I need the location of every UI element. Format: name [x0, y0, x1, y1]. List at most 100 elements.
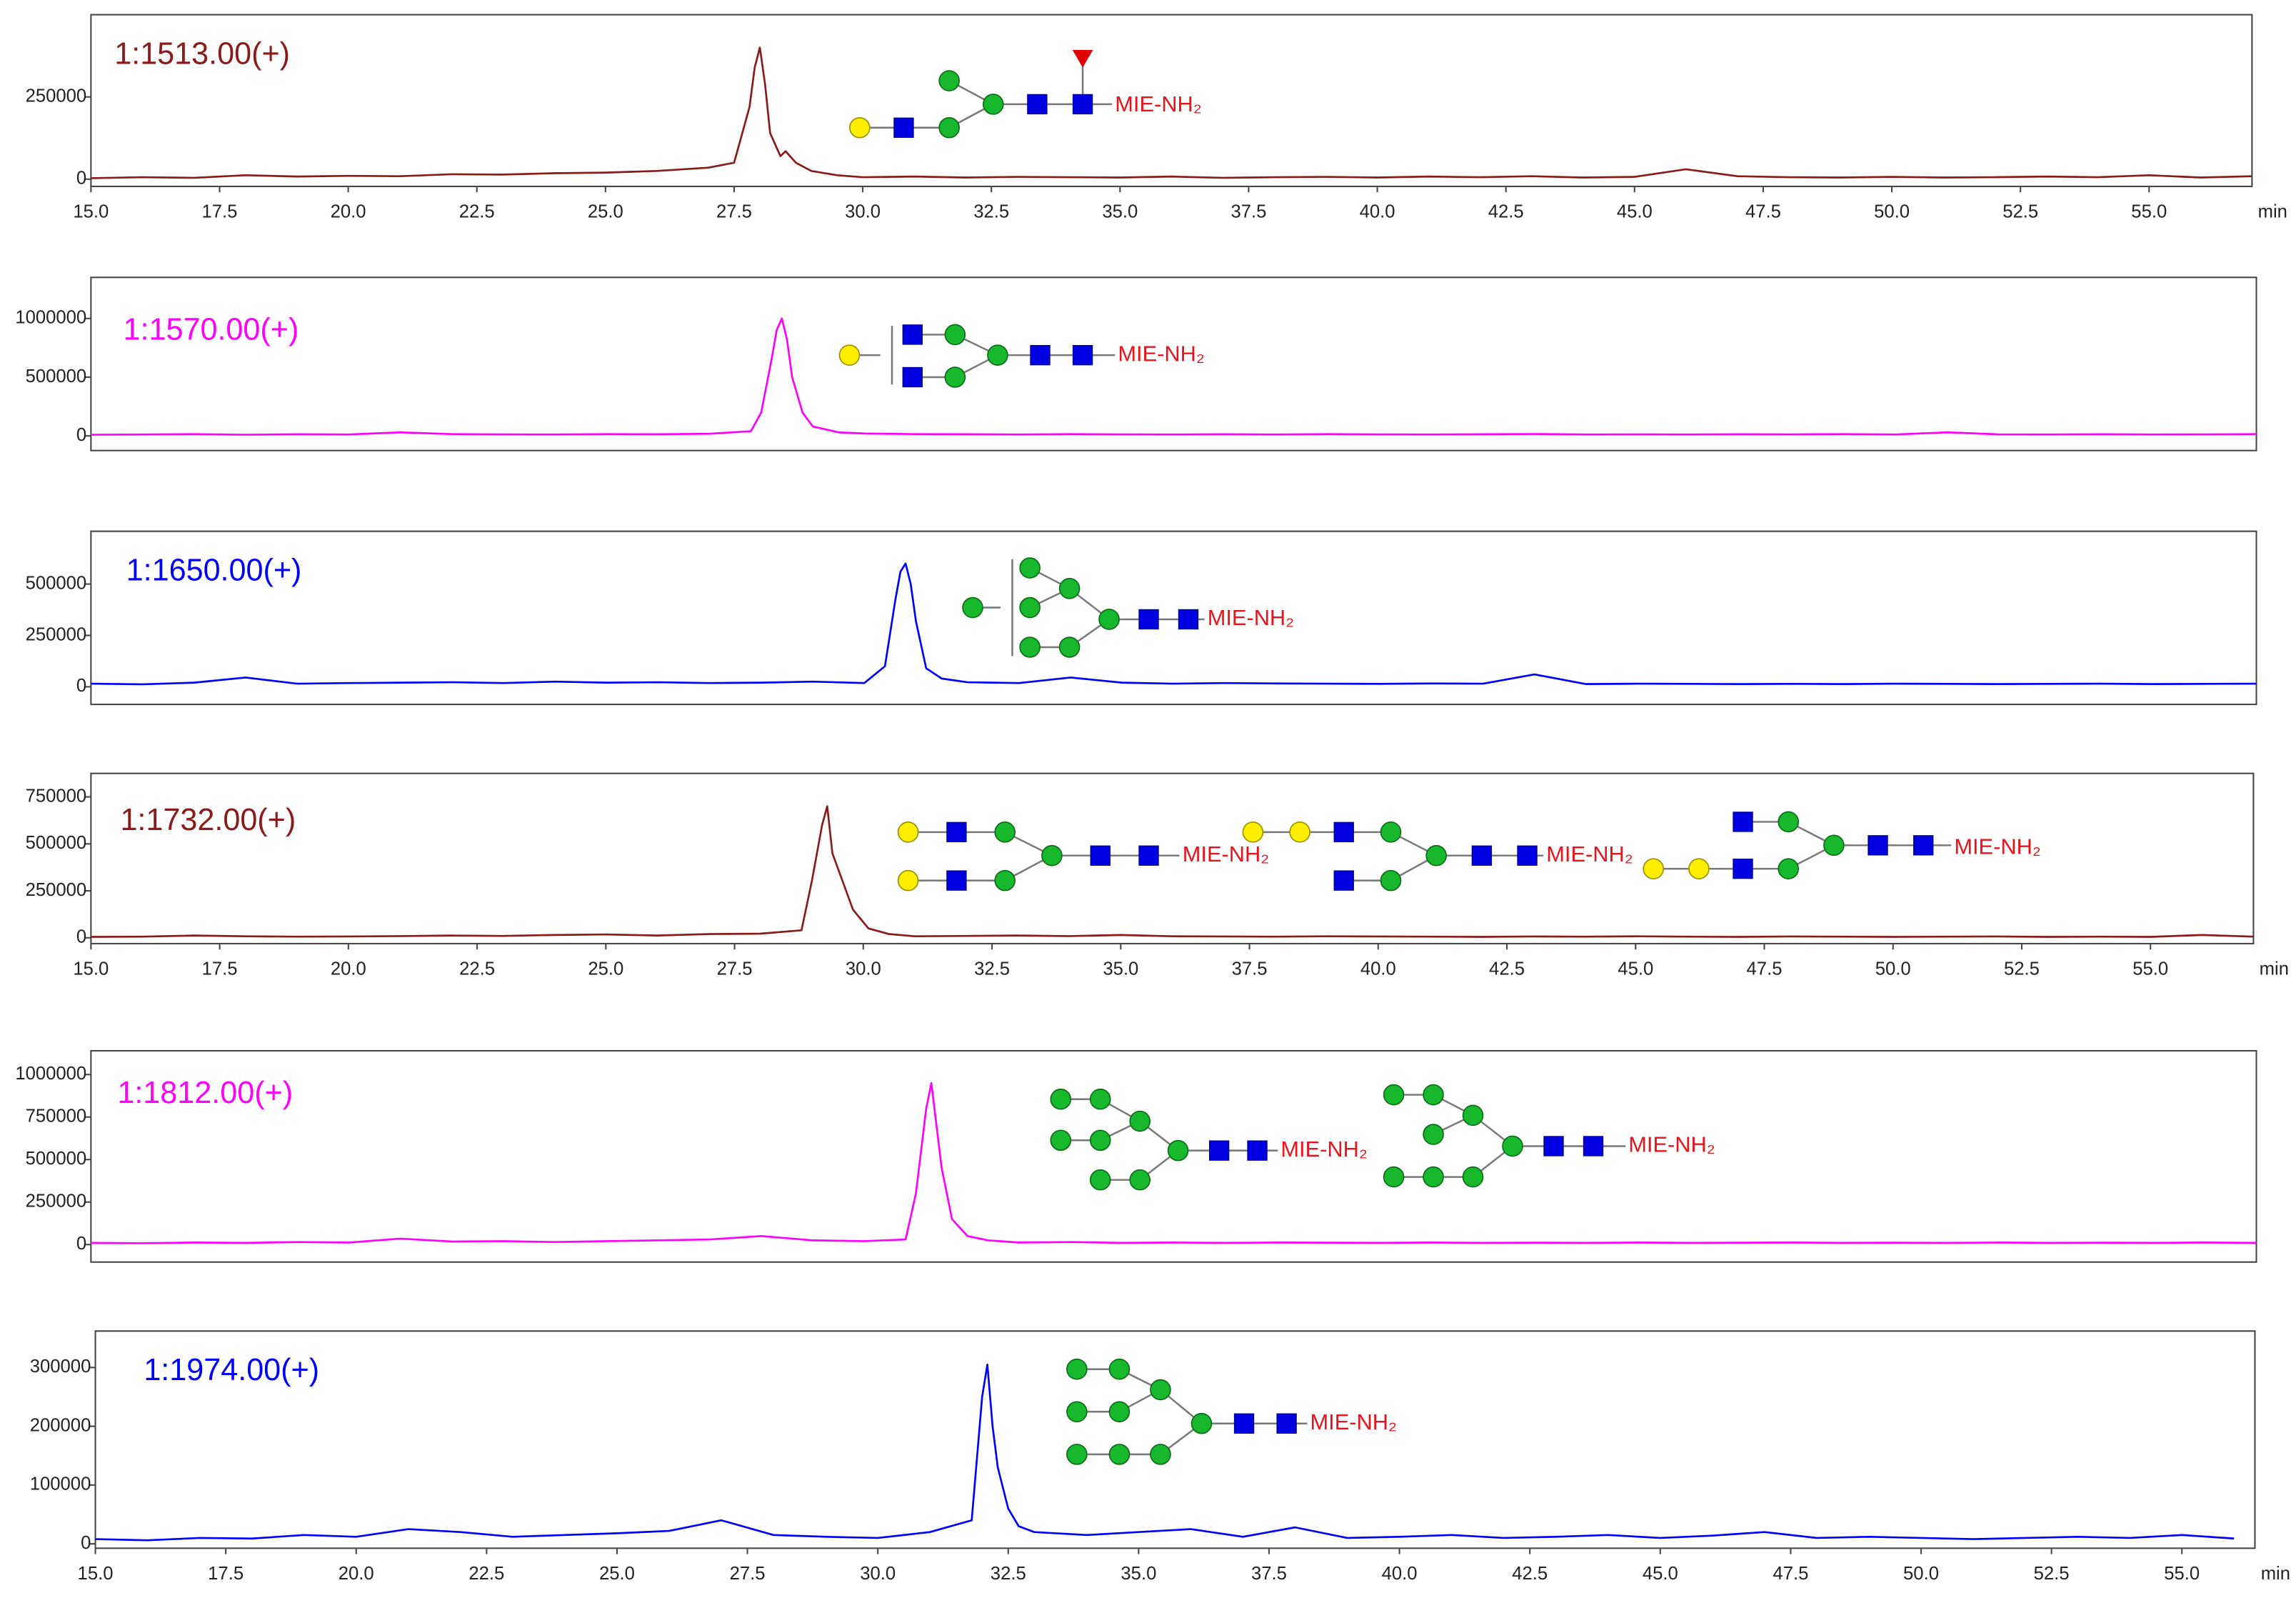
- x-tick-label: 40.0: [1360, 202, 1395, 222]
- x-tick-label: 50.0: [1903, 1564, 1939, 1584]
- x-tick-label: 20.0: [331, 959, 366, 979]
- plot-frame: [90, 530, 2257, 706]
- mannose-circle: [938, 116, 960, 139]
- chart-title: 1:1570.00(+): [124, 313, 299, 347]
- x-tick-label: 30.0: [846, 959, 881, 979]
- glycan-structure: MIE-NH₂: [849, 49, 1202, 139]
- galactose-circle: [897, 822, 919, 843]
- mannose-circle: [1383, 1166, 1405, 1188]
- glcnac-square: [1333, 870, 1354, 891]
- galactose-circle: [849, 116, 871, 139]
- chromatogram-line: [91, 1082, 2257, 1244]
- galactose-circle: [1643, 858, 1665, 879]
- x-tick-label: 50.0: [1875, 959, 1911, 979]
- mannose-circle: [944, 324, 966, 346]
- chart-title: 1:1513.00(+): [114, 36, 290, 71]
- mannose-circle: [938, 70, 960, 91]
- mannose-circle: [1108, 1444, 1131, 1465]
- glcnac-square: [1138, 609, 1159, 630]
- x-tick-label: 37.5: [1251, 1564, 1287, 1584]
- mannose-circle: [1462, 1104, 1484, 1127]
- mannose-circle: [944, 366, 966, 388]
- mannose-circle: [1089, 1088, 1111, 1110]
- x-tick-label: 15.0: [78, 1564, 114, 1584]
- glcnac-square: [1090, 845, 1111, 866]
- glycan-structure: MIE-NH₂: [838, 324, 1205, 388]
- x-tick-label: 47.5: [1745, 202, 1781, 222]
- glycan-structure: MIE-NH₂: [1050, 1088, 1368, 1191]
- mannose-circle: [1462, 1166, 1484, 1188]
- x-tick-label: 27.5: [717, 959, 753, 979]
- mannose-circle: [1019, 557, 1041, 579]
- x-tick-label: 22.5: [459, 959, 495, 979]
- glcnac-square: [1072, 94, 1093, 115]
- mannose-circle: [1129, 1169, 1150, 1191]
- mannose-circle: [982, 94, 1004, 115]
- x-tick-label: 47.5: [1747, 959, 1783, 979]
- glcnac-square: [946, 822, 967, 843]
- mannose-circle: [1423, 1166, 1444, 1188]
- x-tick-label: 45.0: [1643, 1564, 1678, 1584]
- x-tick-label: 55.0: [2164, 1564, 2200, 1584]
- glcnac-square: [1027, 94, 1048, 115]
- annotation: MIE-NH₂: [1118, 341, 1204, 366]
- glcnac-square: [1733, 859, 1753, 879]
- y-tick-label: 250000: [26, 1192, 87, 1212]
- x-axis-label: min: [2258, 202, 2287, 222]
- glycan-structure: MIE-NH₂: [897, 822, 1269, 892]
- x-axis-label: min: [2261, 1564, 2290, 1584]
- y-tick-label: 500000: [26, 1149, 87, 1169]
- annotation: MIE-NH₂: [1280, 1137, 1367, 1162]
- y-tick-label: 500000: [26, 366, 87, 386]
- x-tick-label: 17.5: [202, 202, 238, 222]
- glcnac-square: [1333, 822, 1354, 843]
- annotation: MIE-NH₂: [1183, 842, 1269, 867]
- chart-panel: 0 250000 500000 750000 15.0 17.5 20.0 22.5 25.0 2…: [26, 772, 2289, 979]
- annotation: MIE-NH₂: [1208, 605, 1294, 630]
- mannose-circle: [1050, 1129, 1072, 1152]
- x-tick-label: 40.0: [1382, 1564, 1418, 1584]
- chromatogram-line: [91, 317, 2257, 436]
- x-tick-label: 32.5: [974, 959, 1010, 979]
- mannose-circle: [1190, 1412, 1213, 1434]
- x-tick-label: 47.5: [1773, 1564, 1808, 1584]
- mannose-circle: [1423, 1124, 1444, 1145]
- mannose-circle: [1050, 1088, 1072, 1110]
- mannose-circle: [1058, 578, 1081, 599]
- y-tick-label: 750000: [26, 1107, 87, 1127]
- x-tick-label: 20.0: [331, 202, 366, 222]
- mannose-circle: [1150, 1444, 1171, 1465]
- glycan-structure: MIE-NH₂: [962, 557, 1294, 658]
- galactose-circle: [897, 869, 919, 892]
- chart-panel: 0 500000 1000000 1:1570.00(+): [15, 276, 2257, 451]
- y-tick-label: 0: [76, 927, 86, 947]
- plot-frame: [94, 1330, 2256, 1549]
- y-tick-label: 250000: [26, 624, 87, 644]
- x-tick-label: 35.0: [1121, 1564, 1156, 1584]
- glcnac-square: [1517, 845, 1538, 866]
- x-tick-label: 27.5: [730, 1564, 766, 1584]
- mannose-circle: [1502, 1135, 1523, 1157]
- glycan-structure: MIE-NH₂: [1643, 811, 2041, 879]
- mannose-circle: [1089, 1169, 1111, 1191]
- x-tick-label: 27.5: [716, 202, 752, 222]
- mannose-circle: [1380, 822, 1402, 843]
- glcnac-square: [1247, 1140, 1268, 1161]
- glycan-structure: MIE-NH₂: [1242, 822, 1633, 892]
- x-tick-label: 25.0: [588, 959, 623, 979]
- y-tick-label: 500000: [26, 833, 87, 853]
- y-tick-label: 0: [76, 1234, 86, 1254]
- x-tick-label: 52.5: [2004, 959, 2040, 979]
- chart-panel: 0 250000 500000 750000 1000000 1:1812.00(+): [15, 1049, 2257, 1263]
- glcnac-square: [902, 366, 923, 388]
- mannose-circle: [1066, 1401, 1088, 1423]
- mannose-circle: [1108, 1401, 1131, 1423]
- x-tick-label: 15.0: [73, 202, 109, 222]
- x-axis-label: min: [2260, 959, 2289, 979]
- y-tick-label: 1000000: [15, 308, 86, 328]
- glcnac-square: [1868, 835, 1888, 856]
- glcnac-square: [1543, 1136, 1564, 1157]
- mannose-circle: [1058, 636, 1081, 658]
- y-tick-label: 250000: [26, 880, 87, 900]
